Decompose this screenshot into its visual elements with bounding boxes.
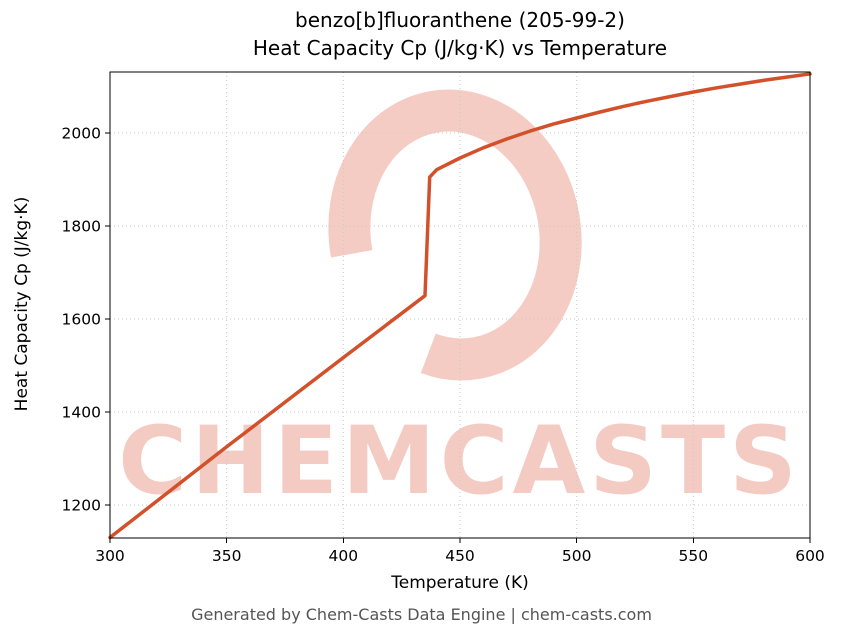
cp-curve xyxy=(108,72,812,540)
x-tick-label: 600 xyxy=(795,547,825,565)
y-axis-label: Heat Capacity Cp (J/kg·K) xyxy=(12,196,32,412)
watermark-text: CHEMCASTS xyxy=(118,407,801,516)
y-tick-label: 2000 xyxy=(62,124,101,142)
y-tick-label: 1200 xyxy=(62,496,101,514)
chart-title: benzo[b]fluoranthene (205-99-2) Heat Cap… xyxy=(110,6,810,62)
x-axis-label: Temperature (K) xyxy=(391,573,529,593)
x-tick-label: 500 xyxy=(562,547,592,565)
y-tick-label: 1800 xyxy=(62,217,101,235)
x-tick-label: 400 xyxy=(329,547,359,565)
x-tick-label: 350 xyxy=(212,547,242,565)
chart-title-line1: benzo[b]fluoranthene (205-99-2) xyxy=(295,8,625,32)
x-tick-label: 550 xyxy=(679,547,709,565)
x-tick-label: 300 xyxy=(95,547,125,565)
chart-title-line2: Heat Capacity Cp (J/kg·K) vs Temperature xyxy=(252,36,668,60)
footer-credit: Generated by Chem-Casts Data Engine | ch… xyxy=(191,605,652,624)
x-tick-label: 450 xyxy=(445,547,475,565)
y-tick-label: 1600 xyxy=(62,310,101,328)
y-tick-label: 1400 xyxy=(62,403,101,421)
logo-arc xyxy=(328,89,582,381)
